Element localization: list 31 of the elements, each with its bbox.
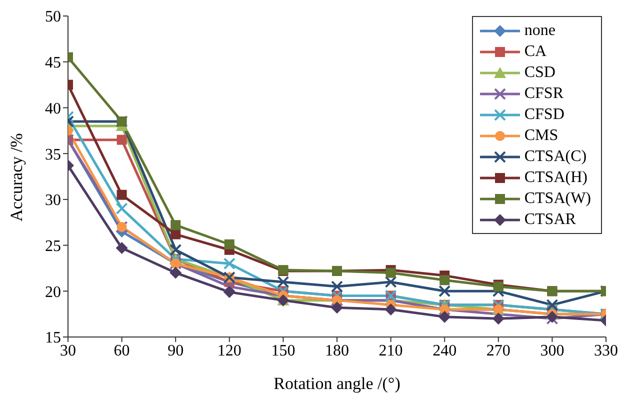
y-axis-title: Accuracy /% xyxy=(7,133,26,222)
y-tick-label: 40 xyxy=(45,100,61,118)
legend-label: CTSA(H) xyxy=(524,168,588,186)
x-tick-label: 150 xyxy=(271,342,296,360)
x-tick-label: 210 xyxy=(378,342,403,360)
y-tick-label: 15 xyxy=(45,330,61,347)
x-tick-label: 270 xyxy=(486,342,510,360)
legend-label: CFSR xyxy=(524,84,564,102)
x-tick-label: 60 xyxy=(114,342,130,360)
legend-label: CTSA(C) xyxy=(524,148,587,166)
legend-label: none xyxy=(524,22,556,40)
x-tick-label: 300 xyxy=(540,342,564,360)
legend-label: CSD xyxy=(524,64,556,82)
y-tick-label: 45 xyxy=(45,54,61,72)
x-tick-label: 330 xyxy=(594,342,618,360)
x-tick-label: 240 xyxy=(432,342,457,360)
y-tick-label: 30 xyxy=(45,192,61,210)
x-tick-label: 180 xyxy=(325,342,349,360)
x-tick-label: 120 xyxy=(217,342,242,360)
x-axis-title: Rotation angle /(°) xyxy=(274,374,400,393)
y-tick-label: 20 xyxy=(45,284,61,301)
legend-label: CMS xyxy=(524,126,558,144)
y-tick-label: 25 xyxy=(45,238,61,255)
x-tick-label: 30 xyxy=(60,342,76,360)
x-tick-label: 90 xyxy=(168,342,184,360)
legend-label: CA xyxy=(524,42,547,60)
y-tick-label: 35 xyxy=(45,146,61,164)
legend-label: CTSA(W) xyxy=(524,190,591,208)
y-tick-label: 50 xyxy=(45,8,61,26)
legend-label: CFSD xyxy=(524,106,564,124)
legend-label: CTSAR xyxy=(524,210,576,228)
